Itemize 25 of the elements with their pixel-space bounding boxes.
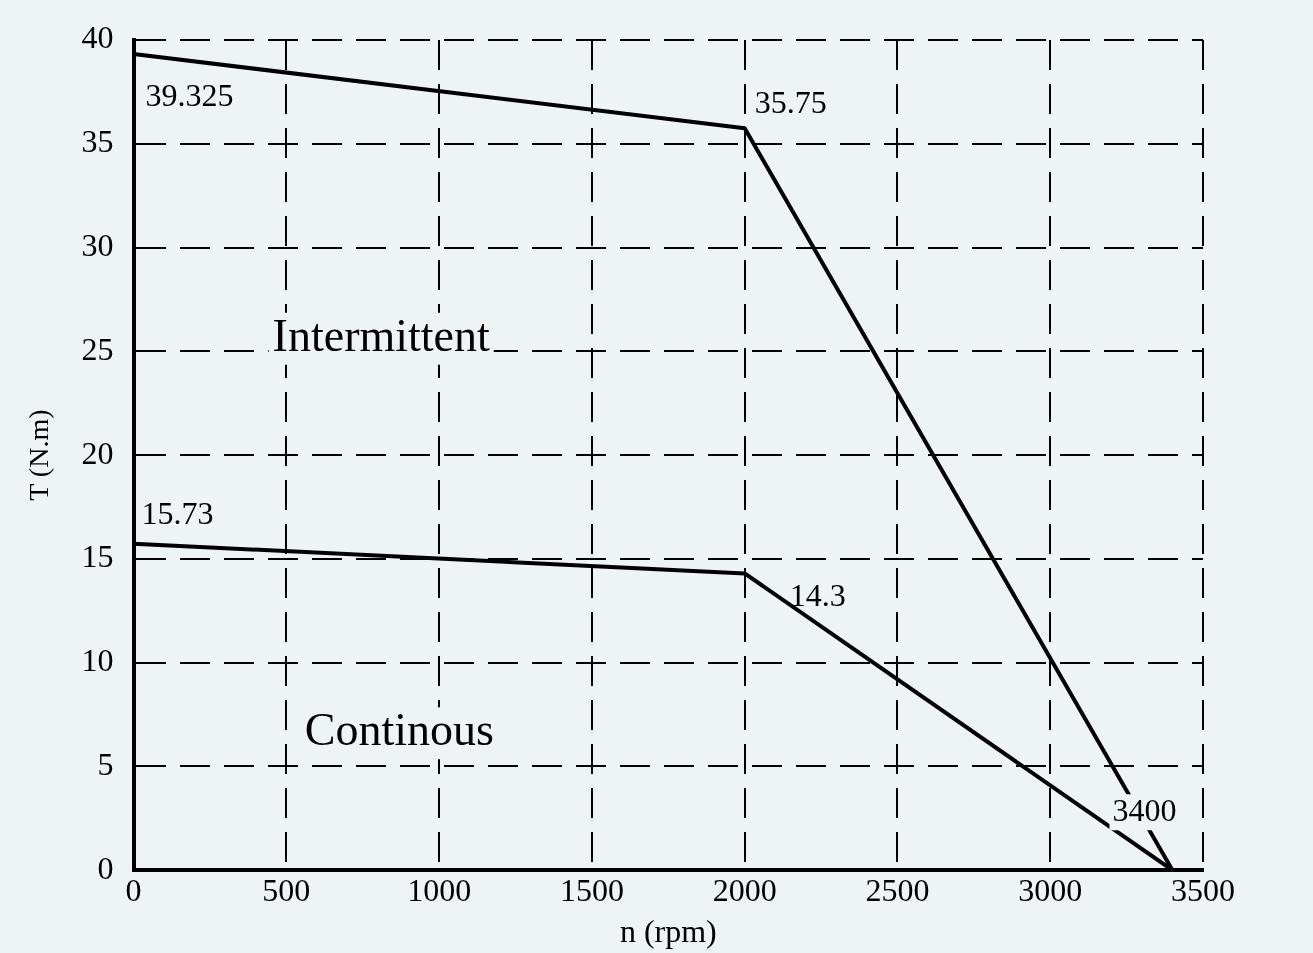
annotation: 14.3 <box>789 576 846 613</box>
annotation: Intermittent <box>272 309 490 361</box>
y-tick-label: 40 <box>81 19 114 56</box>
y-tick-label: 20 <box>81 434 114 471</box>
x-axis-title: n (rpm) <box>619 913 717 950</box>
y-tick-label: 25 <box>81 330 114 367</box>
annotation: 35.75 <box>754 83 827 120</box>
annotation: 15.73 <box>141 495 214 532</box>
x-tick-label: 1500 <box>559 871 624 908</box>
annotation: 3400 <box>1112 791 1177 828</box>
x-tick-label: 3500 <box>1171 871 1235 908</box>
y-tick-label: 10 <box>81 642 114 679</box>
x-tick-label: 2000 <box>712 871 777 908</box>
y-tick-label: 15 <box>81 538 114 575</box>
annotation: 39.325 <box>145 77 234 114</box>
x-tick-label: 500 <box>262 871 311 908</box>
x-tick-label: 0 <box>125 871 142 908</box>
annotation: Continous <box>304 704 494 756</box>
x-tick-label: 3000 <box>1018 871 1083 908</box>
x-tick-label: 1000 <box>407 871 472 908</box>
y-tick-label: 35 <box>81 123 114 160</box>
y-tick-label: 30 <box>81 226 114 263</box>
y-tick-label: 5 <box>97 745 114 782</box>
y-axis-title: T (N.m) <box>23 409 55 501</box>
x-tick-label: 2500 <box>865 871 930 908</box>
